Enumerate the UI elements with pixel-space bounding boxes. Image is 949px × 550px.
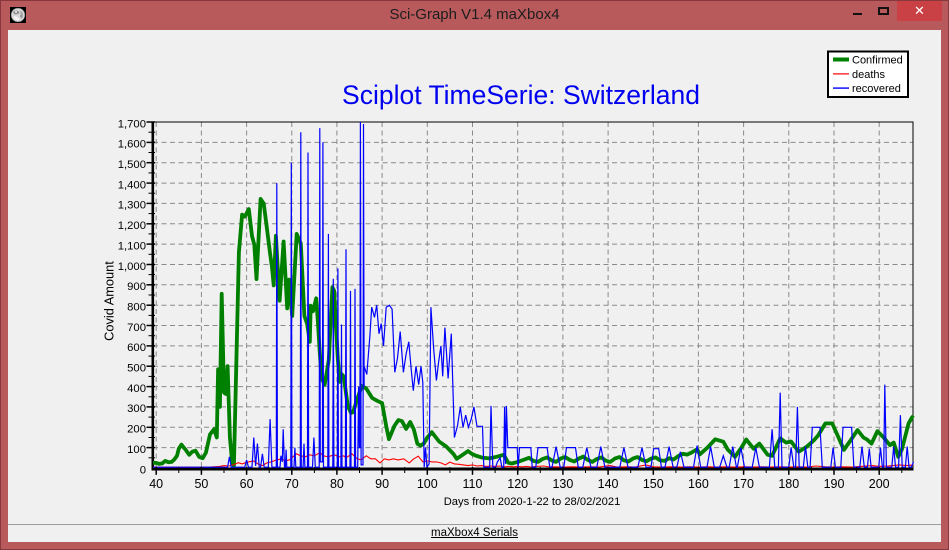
svg-text:50: 50	[194, 477, 208, 491]
svg-text:110: 110	[463, 477, 483, 491]
svg-text:1,700: 1,700	[118, 118, 146, 130]
svg-text:150: 150	[643, 477, 664, 491]
svg-text:Days from 2020-1-22 to 28/02/2: Days from 2020-1-22 to 28/02/2021	[444, 496, 621, 508]
svg-text:deaths: deaths	[852, 69, 886, 81]
svg-text:recovered: recovered	[852, 83, 901, 95]
svg-text:700: 700	[127, 322, 146, 334]
svg-text:Confirmed: Confirmed	[852, 55, 903, 67]
svg-text:60: 60	[240, 477, 254, 491]
svg-text:170: 170	[733, 477, 754, 491]
svg-text:300: 300	[127, 403, 146, 415]
svg-text:900: 900	[127, 281, 146, 293]
svg-text:1,200: 1,200	[118, 220, 146, 232]
svg-text:1,100: 1,100	[118, 240, 146, 252]
svg-text:160: 160	[688, 477, 709, 491]
svg-text:400: 400	[127, 383, 146, 395]
svg-text:1,300: 1,300	[118, 200, 146, 212]
svg-text:1,500: 1,500	[118, 159, 146, 171]
svg-text:1,600: 1,600	[118, 139, 146, 151]
svg-text:190: 190	[824, 477, 845, 491]
svg-text:80: 80	[330, 477, 344, 491]
svg-text:200: 200	[127, 424, 146, 436]
svg-text:1,000: 1,000	[118, 261, 146, 273]
svg-text:800: 800	[127, 302, 146, 314]
svg-text:70: 70	[285, 477, 299, 491]
svg-text:100: 100	[127, 444, 146, 456]
svg-text:Sciplot TimeSerie: Switzerland: Sciplot TimeSerie: Switzerland	[342, 80, 700, 110]
svg-text:200: 200	[869, 477, 890, 491]
svg-text:40: 40	[149, 477, 163, 491]
svg-text:0: 0	[140, 464, 146, 476]
svg-text:600: 600	[127, 342, 146, 354]
svg-text:1,400: 1,400	[118, 179, 146, 191]
svg-text:120: 120	[507, 477, 528, 491]
svg-text:130: 130	[552, 477, 573, 491]
svg-text:180: 180	[778, 477, 799, 491]
svg-text:90: 90	[375, 477, 389, 491]
svg-text:500: 500	[127, 363, 146, 375]
svg-text:Covid Amount: Covid Amount	[102, 261, 117, 341]
svg-text:140: 140	[598, 477, 619, 491]
svg-text:100: 100	[417, 477, 438, 491]
